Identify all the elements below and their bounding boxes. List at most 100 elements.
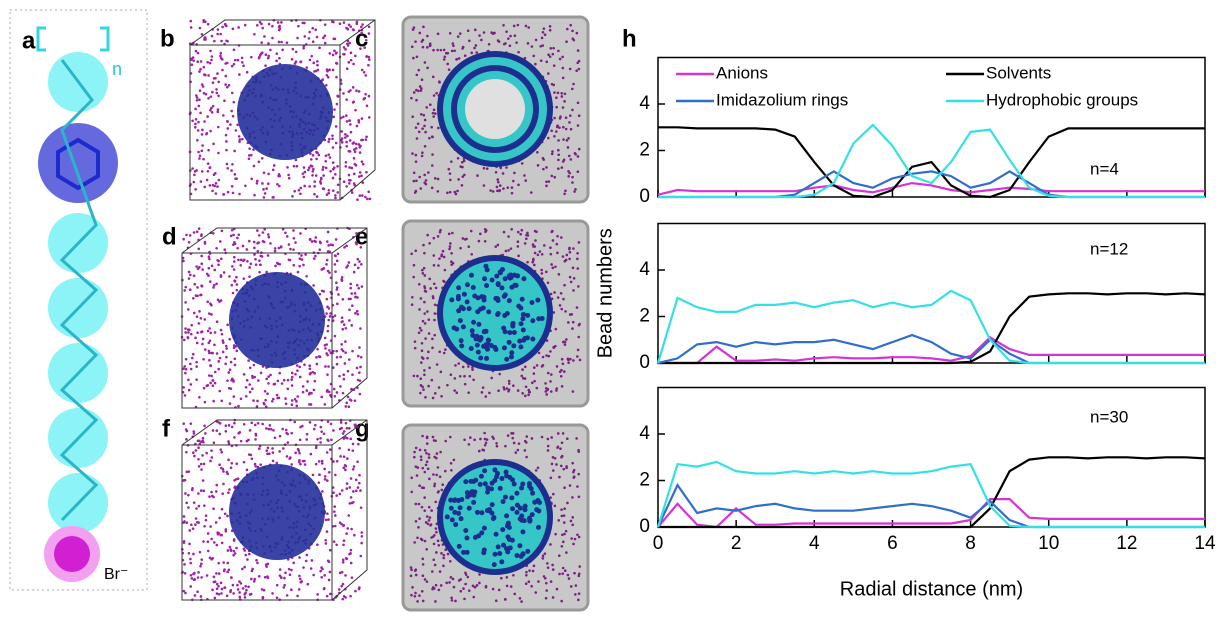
particle [425, 183, 428, 186]
particle [496, 298, 501, 303]
x-tick-label: 4 [809, 533, 820, 554]
particle [352, 142, 355, 145]
particle [558, 554, 561, 557]
particle [242, 277, 245, 280]
particle [416, 137, 419, 140]
particle [327, 140, 330, 143]
particle [453, 49, 456, 52]
particle [348, 166, 351, 169]
y-tick-label: 0 [639, 516, 650, 537]
particle [225, 134, 228, 137]
particle [237, 588, 240, 591]
particle [194, 337, 197, 340]
particle [414, 40, 417, 43]
particle [556, 126, 559, 129]
particle [204, 36, 207, 39]
particle [333, 388, 336, 391]
particle [415, 190, 418, 193]
particle [571, 524, 574, 527]
particle [263, 172, 266, 175]
particle [230, 387, 233, 390]
particle [442, 557, 445, 560]
particle [532, 258, 535, 261]
particle [419, 187, 422, 190]
particle [502, 386, 505, 389]
particle [544, 577, 547, 580]
particle [567, 574, 570, 577]
particle [277, 380, 280, 383]
particle [505, 166, 508, 169]
particle [291, 58, 294, 61]
particle [204, 401, 207, 404]
particle [435, 584, 438, 587]
particle [277, 262, 280, 265]
particle [471, 500, 476, 505]
particle [326, 451, 329, 454]
particle [217, 260, 220, 263]
particle [290, 569, 293, 572]
particle [435, 527, 438, 530]
particle [219, 357, 222, 360]
particle [423, 252, 426, 255]
particle [517, 543, 522, 548]
particle [287, 441, 290, 444]
particle [561, 166, 564, 169]
particle [191, 357, 194, 360]
particle [232, 380, 235, 383]
particle [324, 344, 327, 347]
particle [350, 477, 353, 480]
particle [224, 83, 227, 86]
particle [332, 69, 335, 72]
particle [570, 520, 573, 523]
particle [197, 151, 200, 154]
particle [443, 49, 446, 52]
particle [238, 233, 241, 236]
particle [205, 452, 208, 455]
particle [228, 84, 231, 87]
slice-render [403, 221, 588, 406]
particle [436, 49, 439, 52]
particle [191, 63, 194, 66]
particle [361, 23, 364, 26]
particle [514, 34, 517, 37]
particle [421, 78, 424, 81]
particle [298, 588, 301, 591]
particle [182, 386, 185, 389]
particle [422, 244, 425, 247]
particle [354, 296, 357, 299]
particle [366, 198, 369, 201]
particle [484, 240, 487, 243]
particle [525, 456, 528, 459]
particle [577, 449, 580, 452]
particle [578, 565, 581, 568]
particle [570, 281, 573, 284]
particle [205, 93, 208, 96]
particle [349, 89, 352, 92]
particle [235, 350, 238, 353]
particle [239, 264, 242, 267]
particle [295, 51, 298, 54]
particle [315, 463, 318, 466]
particle [212, 507, 215, 510]
particle [226, 471, 229, 474]
particle [206, 115, 209, 118]
particle [351, 373, 354, 376]
particle [410, 569, 413, 572]
particle [577, 102, 580, 105]
particle [271, 37, 274, 40]
particle [531, 261, 534, 264]
particle [232, 234, 235, 237]
particle [231, 185, 234, 188]
particle [292, 248, 295, 251]
particle [410, 477, 413, 480]
particle [456, 190, 459, 193]
particle [328, 69, 331, 72]
particle [545, 60, 548, 63]
particle [536, 387, 539, 390]
particle [358, 586, 361, 589]
particle [502, 172, 505, 175]
particle [267, 563, 270, 566]
particle [561, 455, 564, 458]
particle [557, 296, 560, 299]
particle [197, 52, 200, 55]
